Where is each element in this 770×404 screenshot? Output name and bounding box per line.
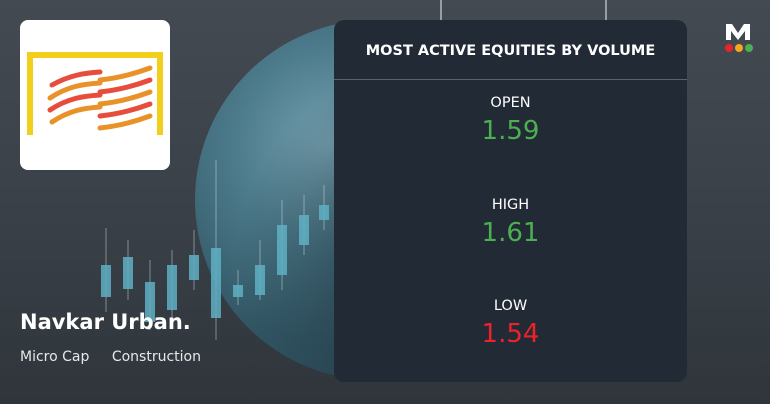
navkar-urban-logo-icon [27,52,163,135]
panel-title: MOST ACTIVE EQUITIES BY VOLUME [334,20,687,80]
marketsmojo-m-logo-icon [725,24,753,52]
equity-stats-panel: MOST ACTIVE EQUITIES BY VOLUME OPEN 1.59… [334,20,687,382]
company-name: Navkar Urban. [20,310,191,334]
metric-open: OPEN 1.59 [334,95,687,146]
company-tags: Micro Cap Construction [20,349,219,365]
metric-open-value: 1.59 [481,116,540,146]
metric-high-label: HIGH [491,197,530,213]
metric-low: LOW 1.54 [334,298,687,349]
sector-tag: Construction [111,349,201,365]
company-logo-card [20,20,170,170]
metric-open-label: OPEN [490,95,531,111]
metric-low-value: 1.54 [481,319,540,349]
metric-high: HIGH 1.61 [334,197,687,248]
market-cap-tag: Micro Cap [20,349,90,365]
metric-high-value: 1.61 [481,218,540,248]
metric-low-label: LOW [493,298,528,314]
